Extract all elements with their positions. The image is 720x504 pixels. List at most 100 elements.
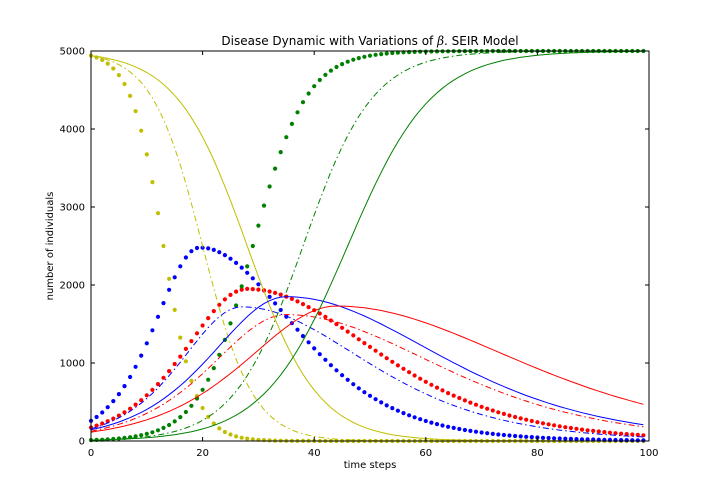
data-point-I-71 <box>485 431 490 436</box>
data-point-E-64 <box>446 391 451 396</box>
data-point-R-21 <box>206 377 211 382</box>
data-point-I-59 <box>418 417 423 422</box>
series-I-line-variant-2 <box>90 306 644 438</box>
data-point-I-88 <box>579 437 585 442</box>
data-point-E-16 <box>178 354 183 359</box>
data-point-R-44 <box>334 64 339 70</box>
data-point-E-74 <box>501 411 506 416</box>
data-point-I-77 <box>518 434 523 439</box>
data-point-S-4 <box>111 66 116 71</box>
data-point-I-63 <box>440 423 445 428</box>
data-point-R-29 <box>250 243 255 249</box>
y-tick-label: 2000 <box>60 281 85 292</box>
data-point-R-42 <box>323 72 328 77</box>
data-point-E-60 <box>423 379 428 384</box>
data-point-R-43 <box>328 68 333 73</box>
data-point-S-29 <box>250 437 255 442</box>
data-point-E-47 <box>351 333 356 338</box>
x-tick-label: 80 <box>531 448 544 459</box>
data-point-R-23 <box>217 352 222 357</box>
data-point-E-42 <box>323 314 328 319</box>
data-point-R-35 <box>284 135 289 140</box>
data-point-S-31 <box>261 438 267 443</box>
data-point-R-18 <box>189 403 194 408</box>
data-point-I-99 <box>641 438 646 443</box>
data-point-S-17 <box>183 359 188 364</box>
x-tick-label: 20 <box>196 448 209 459</box>
data-point-R-25 <box>228 321 233 326</box>
data-point-I-20 <box>200 245 205 250</box>
data-point-I-1 <box>94 414 99 420</box>
data-point-E-92 <box>602 430 607 435</box>
data-point-E-25 <box>228 292 233 297</box>
data-point-S-27 <box>239 435 244 440</box>
data-point-E-69 <box>473 402 479 407</box>
data-point-I-74 <box>501 432 506 438</box>
data-point-R-22 <box>211 366 216 371</box>
y-tick-label: 4000 <box>60 125 85 136</box>
data-point-E-9 <box>139 398 144 403</box>
data-point-S-25 <box>228 432 233 437</box>
data-point-I-87 <box>574 437 579 442</box>
data-point-E-8 <box>133 402 138 407</box>
data-point-I-40 <box>312 346 317 351</box>
data-point-I-52 <box>379 400 384 405</box>
data-point-I-23 <box>217 250 222 255</box>
series-R-line-variant-3 <box>90 50 644 441</box>
data-point-I-89 <box>585 437 590 442</box>
data-point-I-68 <box>468 428 473 433</box>
data-point-E-51 <box>373 348 378 353</box>
data-point-I-2 <box>100 410 105 415</box>
data-point-R-34 <box>278 150 283 155</box>
data-point-I-39 <box>306 340 311 345</box>
y-tick-label: 0 <box>79 437 85 448</box>
data-point-I-6 <box>122 384 127 389</box>
data-point-I-9 <box>139 353 144 358</box>
data-point-R-17 <box>183 409 188 415</box>
data-point-R-14 <box>167 422 172 428</box>
data-point-S-2 <box>100 57 105 63</box>
data-point-E-95 <box>619 431 624 436</box>
data-point-E-73 <box>496 410 501 415</box>
data-point-I-83 <box>552 436 557 441</box>
data-point-S-11 <box>150 180 155 185</box>
data-point-I-30 <box>256 282 261 287</box>
data-point-E-68 <box>468 400 473 405</box>
data-point-S-28 <box>245 436 250 441</box>
data-point-E-61 <box>429 382 434 387</box>
data-point-I-43 <box>328 363 333 368</box>
data-point-R-38 <box>300 100 306 105</box>
series-I-markers-variant-1 <box>88 245 646 443</box>
data-point-R-36 <box>289 121 294 126</box>
data-point-R-52 <box>379 52 384 57</box>
data-point-E-20 <box>200 323 205 328</box>
data-point-E-10 <box>144 393 149 398</box>
data-point-S-14 <box>167 276 172 281</box>
data-point-E-48 <box>356 337 361 342</box>
data-point-E-85 <box>563 425 568 430</box>
data-point-E-17 <box>183 346 188 351</box>
data-point-E-91 <box>596 429 601 434</box>
data-point-E-87 <box>574 426 579 431</box>
data-point-R-50 <box>367 53 373 58</box>
data-point-E-90 <box>591 428 596 433</box>
data-point-I-79 <box>529 435 534 440</box>
data-point-I-85 <box>563 436 568 441</box>
data-point-S-3 <box>105 61 110 66</box>
data-point-E-49 <box>362 341 367 346</box>
data-point-I-81 <box>540 435 546 440</box>
data-point-E-12 <box>155 382 161 387</box>
data-point-E-7 <box>128 406 133 411</box>
data-point-I-70 <box>479 430 484 435</box>
data-point-S-23 <box>217 426 222 431</box>
data-point-I-55 <box>395 408 400 413</box>
data-point-I-32 <box>267 294 272 299</box>
data-point-R-55 <box>395 50 400 55</box>
data-point-I-28 <box>245 270 250 275</box>
data-point-R-30 <box>256 223 261 228</box>
data-point-E-82 <box>546 422 551 427</box>
data-point-E-13 <box>161 375 166 380</box>
data-point-E-24 <box>222 297 227 302</box>
data-point-E-79 <box>529 418 534 424</box>
